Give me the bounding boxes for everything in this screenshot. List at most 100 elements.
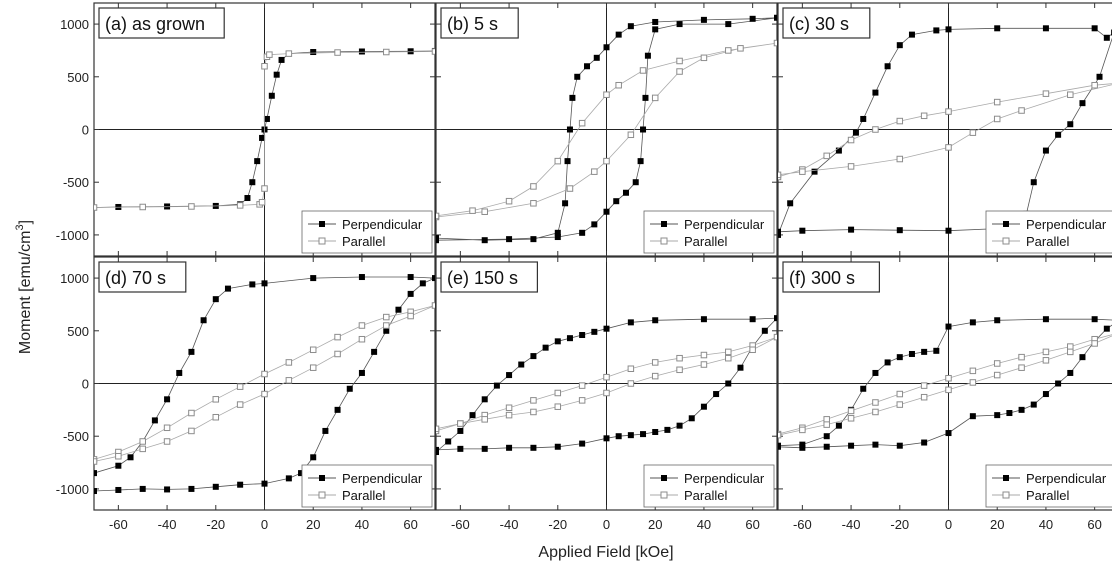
x-tick-label: 0: [603, 517, 610, 532]
data-point-perpendicular: [94, 488, 97, 495]
data-point-parallel: [651, 372, 659, 380]
data-point-perpendicular: [212, 483, 219, 490]
data-point-perpendicular: [263, 115, 270, 122]
y-tick-label: 0: [82, 123, 89, 138]
data-point-perpendicular: [908, 350, 915, 357]
data-point-parallel: [896, 117, 904, 125]
data-point-parallel: [799, 426, 806, 434]
data-point-parallel: [309, 346, 317, 354]
legend-marker: [1003, 221, 1009, 227]
data-point-parallel: [566, 185, 574, 192]
data-point-perpendicular: [749, 316, 756, 323]
data-point-perpendicular: [1055, 131, 1062, 138]
data-point-perpendicular: [285, 475, 292, 482]
legend-marker: [661, 475, 667, 481]
data-point-perpendicular: [1030, 401, 1037, 408]
y-tick-label: -1000: [56, 228, 89, 243]
data-point-parallel: [236, 383, 244, 390]
data-point-parallel: [778, 171, 782, 179]
data-point-perpendicular: [346, 385, 353, 392]
data-point-perpendicular: [848, 442, 855, 449]
legend-label: Perpendicular: [684, 217, 765, 232]
data-point-perpendicular: [1079, 354, 1086, 361]
x-tick-label: 40: [1039, 517, 1053, 532]
data-point-perpendicular: [1018, 406, 1025, 413]
x-tick-label: 60: [745, 517, 759, 532]
data-point-parallel: [1091, 81, 1098, 89]
data-point-perpendicular: [860, 115, 867, 122]
data-point-perpendicular: [774, 14, 777, 21]
data-point-perpendicular: [530, 353, 537, 360]
data-point-perpendicular: [835, 147, 842, 154]
data-point-parallel: [799, 168, 806, 175]
data-point-perpendicular: [310, 49, 317, 56]
data-point-perpendicular: [644, 52, 651, 59]
data-point-perpendicular: [627, 432, 634, 439]
data-point-parallel: [436, 425, 440, 433]
data-point-parallel: [847, 136, 855, 144]
data-point-parallel: [530, 397, 537, 404]
panel-label: (b) 5 s: [447, 14, 498, 34]
data-point-perpendicular: [994, 25, 1001, 32]
data-point-parallel: [505, 404, 513, 411]
data-point-perpendicular: [94, 470, 97, 477]
legend-marker: [319, 475, 325, 481]
data-point-perpendicular: [249, 281, 256, 288]
data-point-perpendicular: [603, 44, 610, 51]
data-point-perpendicular: [334, 406, 341, 413]
data-point-parallel: [847, 415, 855, 422]
legend-box: [985, 464, 1112, 508]
data-point-perpendicular: [896, 442, 903, 449]
data-point-parallel: [651, 359, 659, 366]
data-point-perpendicular: [481, 237, 488, 244]
data-point-parallel: [945, 144, 952, 151]
data-point-perpendicular: [358, 274, 365, 281]
data-point-parallel: [469, 207, 476, 214]
x-tick-label: -40: [842, 517, 861, 532]
data-point-perpendicular: [298, 470, 305, 477]
x-tick-label: -40: [158, 517, 177, 532]
data-point-perpendicular: [244, 195, 251, 202]
legend-label: Parallel: [342, 488, 385, 503]
data-point-parallel: [639, 67, 647, 74]
data-point-perpendicular: [603, 435, 610, 442]
data-point-perpendicular: [652, 428, 659, 435]
data-point-parallel: [188, 409, 195, 417]
data-point-perpendicular: [622, 189, 629, 196]
data-point-parallel: [163, 438, 171, 445]
data-point-perpendicular: [115, 486, 122, 493]
data-point-parallel: [993, 360, 1001, 367]
data-point-parallel: [872, 399, 879, 406]
y-tick-label: -500: [63, 429, 89, 444]
data-point-parallel: [163, 424, 171, 432]
data-point-parallel: [737, 45, 744, 52]
data-point-perpendicular: [481, 445, 488, 452]
panel-data: [436, 315, 777, 456]
data-point-perpendicular: [518, 361, 525, 368]
data-point-parallel: [1042, 357, 1050, 364]
data-point-perpendicular: [1091, 316, 1098, 323]
data-point-parallel: [627, 380, 635, 387]
data-point-parallel: [530, 200, 537, 207]
data-point-parallel: [627, 131, 635, 139]
panel-label-box: [782, 7, 871, 39]
data-point-parallel: [261, 63, 268, 70]
legend-label: Perpendicular: [684, 471, 765, 486]
legend-box: [301, 464, 433, 508]
data-point-parallel: [94, 204, 98, 211]
data-point-perpendicular: [224, 285, 231, 292]
data-point-parallel: [266, 51, 273, 58]
data-point-parallel: [945, 108, 952, 115]
data-point-perpendicular: [371, 348, 378, 355]
data-point-parallel: [436, 212, 440, 220]
data-point-parallel: [554, 389, 562, 397]
data-point-parallel: [749, 346, 756, 354]
data-point-perpendicular: [127, 454, 134, 461]
data-point-parallel: [676, 366, 683, 374]
data-point-parallel: [578, 119, 586, 127]
data-point-parallel: [94, 458, 98, 465]
data-point-parallel: [1042, 90, 1050, 97]
x-tick-label: 0: [945, 517, 952, 532]
data-point-perpendicular: [774, 315, 777, 322]
data-point-parallel: [407, 312, 414, 320]
